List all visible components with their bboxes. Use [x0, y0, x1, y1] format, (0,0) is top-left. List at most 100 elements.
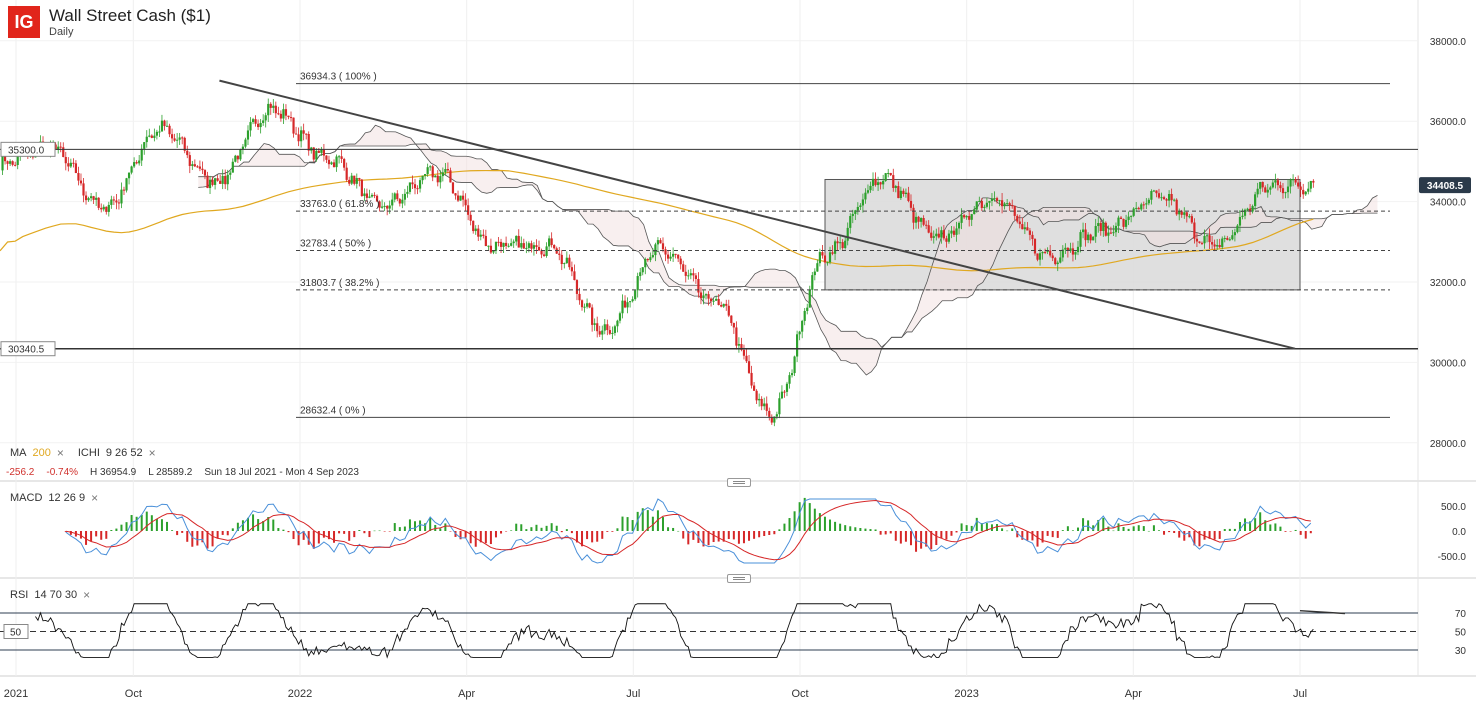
macd-histogram-bar: [135, 516, 138, 531]
macd-histogram-bar: [1157, 530, 1160, 531]
macd-histogram-bar: [712, 531, 715, 543]
candle-body: [459, 195, 462, 201]
candle-body: [849, 216, 852, 228]
candle-body: [297, 134, 300, 142]
macd-histogram-bar: [312, 531, 315, 549]
macd-histogram-bar: [1051, 531, 1054, 538]
timeframe-label: Daily: [49, 26, 74, 38]
macd-histogram-bar: [459, 531, 462, 540]
macd-remove-icon[interactable]: ×: [91, 491, 99, 505]
macd-histogram-bar: [85, 531, 88, 545]
candle-body: [79, 180, 83, 184]
candle-body: [1284, 192, 1287, 194]
candle-body: [1195, 238, 1199, 242]
rsi-tick-label: 50: [1455, 628, 1467, 639]
candle-body: [542, 254, 546, 256]
candle-body: [598, 331, 601, 335]
candle-body: [1094, 226, 1097, 237]
macd-histogram-bar: [823, 516, 826, 531]
candle-body: [332, 162, 336, 168]
change-percent: -0.74%: [46, 467, 79, 478]
candle-body: [464, 199, 467, 206]
candle-body: [89, 196, 93, 199]
candle-body: [1223, 238, 1226, 240]
candle-body: [489, 245, 493, 253]
candle-body: [920, 218, 923, 222]
candle-body: [434, 175, 437, 178]
candle-body: [1256, 188, 1259, 195]
macd-histogram-bar: [474, 531, 477, 547]
rsi-remove-icon[interactable]: ×: [83, 588, 91, 602]
candle-body: [337, 156, 341, 158]
candle-body: [320, 149, 323, 153]
candle-body: [497, 241, 500, 243]
candle-body: [540, 250, 543, 255]
candle-body: [833, 241, 837, 254]
candle-body: [1218, 245, 1221, 248]
macd-histogram-bar: [1284, 531, 1287, 532]
candle-body: [130, 166, 133, 173]
macd-histogram-bar: [414, 521, 417, 531]
pane-resize-handle-rsi[interactable]: [727, 574, 751, 583]
macd-histogram-bar: [155, 518, 158, 531]
macd-histogram-bar: [651, 516, 654, 531]
candle-body: [1006, 203, 1009, 205]
macd-histogram-bar: [267, 517, 270, 531]
macd-histogram-bar: [206, 531, 209, 549]
candle-body: [234, 155, 237, 162]
price-tick-label: 36000.0: [1430, 117, 1467, 128]
pane-resize-handle-macd[interactable]: [727, 478, 751, 487]
candle-body: [563, 263, 566, 265]
candle-body: [510, 243, 513, 246]
macd-histogram-bar: [560, 531, 563, 533]
candle-body: [340, 156, 343, 159]
macd-histogram-bar: [641, 508, 644, 531]
candle-body: [1023, 227, 1026, 230]
macd-histogram-bar: [201, 531, 204, 543]
candle-body: [806, 307, 809, 311]
candle-body: [1248, 208, 1252, 212]
macd-histogram-bar: [1304, 531, 1307, 539]
candle-body: [699, 292, 703, 299]
macd-histogram-bar: [707, 531, 710, 546]
candle-body: [206, 175, 209, 189]
macd-histogram-bar: [1198, 531, 1201, 547]
macd-histogram-bar: [1092, 525, 1095, 531]
candle-body: [548, 238, 551, 247]
ma-remove-icon[interactable]: ×: [56, 446, 64, 460]
candle-body: [198, 166, 202, 169]
candle-body: [965, 216, 968, 218]
candle-body: [618, 313, 622, 321]
macd-histogram-bar: [1183, 531, 1186, 541]
candle-body: [712, 300, 715, 302]
candle-body: [1160, 197, 1163, 199]
last-price-label: 34408.5: [1427, 181, 1464, 192]
macd-histogram-bar: [854, 527, 857, 531]
candle-body: [532, 245, 536, 249]
candle-body: [1157, 193, 1161, 198]
rsi-tick-label: 30: [1455, 646, 1467, 657]
macd-histogram-bar: [1122, 526, 1125, 531]
candle-body: [955, 228, 958, 235]
candle-body: [289, 117, 293, 119]
candle-body: [421, 175, 424, 181]
macd-histogram-bar: [226, 531, 229, 536]
candle-body: [163, 120, 166, 127]
macd-legend: MACD 12 26 9 ×: [10, 491, 98, 505]
macd-histogram-bar: [1066, 526, 1069, 531]
candle-body: [426, 167, 429, 175]
candle-body: [876, 182, 880, 186]
fibonacci-label: 28632.4 ( 0% ): [300, 405, 366, 416]
macd-histogram-bar: [348, 531, 351, 541]
macd-histogram-bar: [150, 515, 153, 531]
macd-histogram-bar: [945, 531, 948, 540]
macd-histogram-bar: [844, 525, 847, 531]
macd-histogram-bar: [1011, 528, 1014, 531]
macd-histogram-bar: [419, 520, 422, 531]
candle-body: [831, 252, 834, 254]
ichimoku-remove-icon[interactable]: ×: [148, 446, 156, 460]
ichimoku-span-a: [198, 124, 1378, 376]
candle-body: [249, 122, 252, 131]
consolidation-range-box: [824, 178, 1301, 291]
